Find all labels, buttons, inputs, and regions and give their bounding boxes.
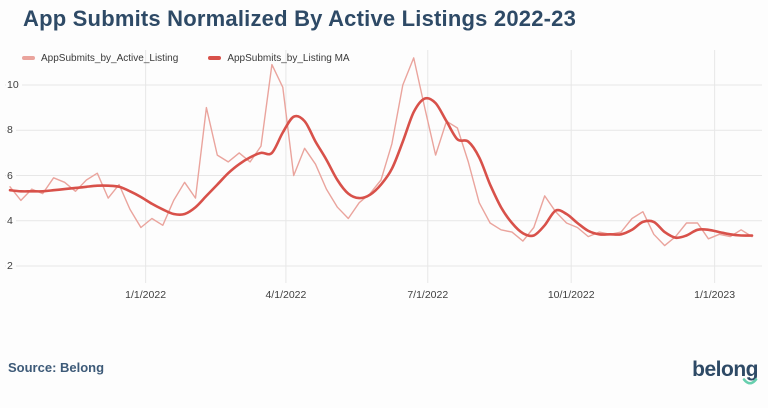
x-tick-label: 4/1/2022 [265,289,307,301]
source-caption: Source: Belong [8,360,105,375]
legend-swatch-raw-icon [22,56,35,60]
chart-title: App Submits Normalized By Active Listing… [23,6,577,31]
legend-swatch-ma-icon [208,56,222,60]
y-tick-label: 6 [6,169,16,182]
legend-label-raw: AppSubmits_by_Active_Listing [41,52,179,64]
legend-item-raw[interactable]: AppSubmits_by_Active_Listing [22,53,178,64]
chart-legend: AppSubmits_by_Active_Listing AppSubmits_… [22,51,350,65]
logo-smile-icon [742,378,758,385]
series-lines [8,57,754,247]
raw-series-line [9,57,753,247]
x-tick-label: 10/1/2022 [547,289,595,301]
legend-label-ma: AppSubmits_by_Listing MA [227,52,350,64]
legend-item-ma[interactable]: AppSubmits_by_Listing MA [208,52,350,64]
y-tick-label: 2 [6,259,16,272]
y-tick-label: 8 [6,124,16,137]
belong-logo: belong [692,358,758,385]
x-tick-label: 1/1/2022 [125,289,167,301]
ma-series-line [8,96,754,240]
x-tick-label: 1/1/2023 [694,289,736,301]
belong-logo-text: belong [692,358,758,381]
gridlines [5,50,762,283]
y-tick-label: 10 [6,78,22,91]
x-tick-label: 7/1/2022 [407,289,449,301]
y-tick-label: 4 [6,214,16,227]
